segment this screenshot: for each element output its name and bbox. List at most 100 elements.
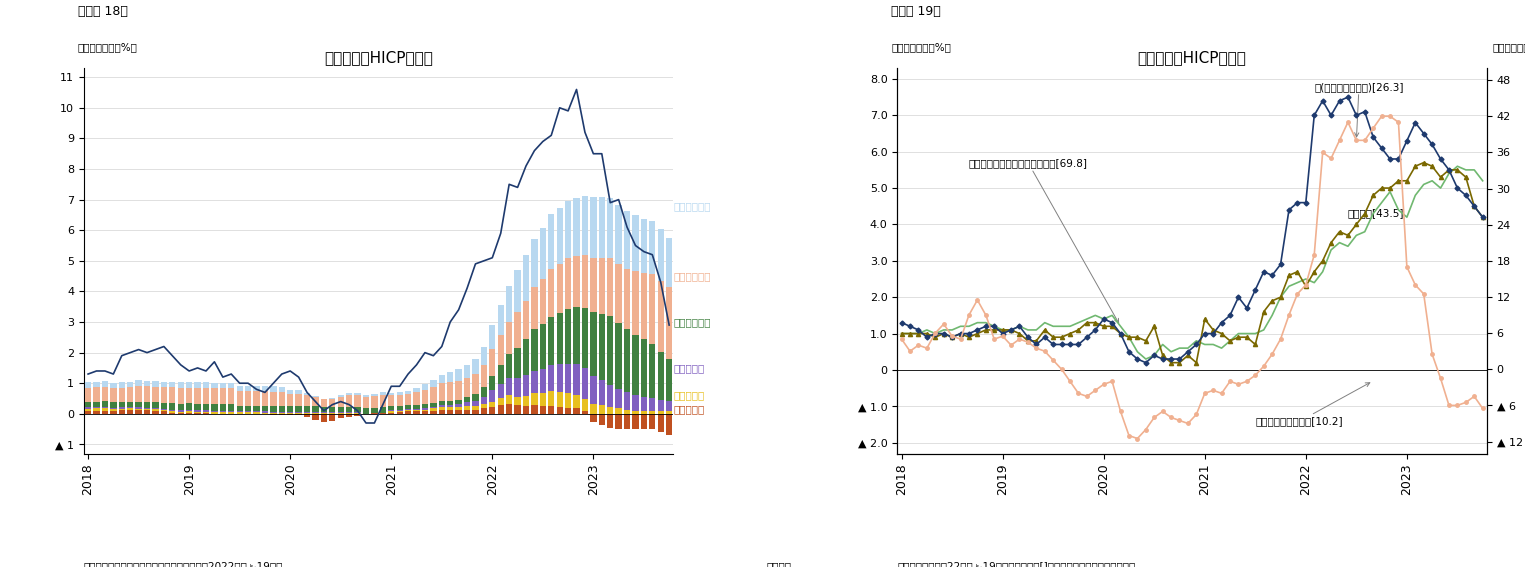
Bar [573,307,580,364]
Bar [152,408,159,409]
Bar [229,404,235,411]
Bar [329,413,336,414]
Bar [422,409,429,411]
Bar [236,412,242,414]
Bar [236,386,242,391]
Bar [346,407,352,412]
Bar [573,198,580,256]
Bar [464,403,470,407]
Bar [547,365,555,391]
Bar [220,383,226,388]
Bar [447,407,453,410]
Bar [464,397,470,403]
Bar [413,412,419,414]
Bar [540,393,546,405]
Bar [607,414,613,428]
Bar [406,410,412,412]
Bar [439,405,445,407]
Bar [497,365,503,384]
Bar [540,324,546,369]
Bar [616,205,622,264]
Bar [119,409,125,410]
Bar [506,286,512,321]
Bar [320,407,326,412]
Bar [270,406,276,412]
Bar [303,414,310,417]
Text: （前年同月比、%）: （前年同月比、%） [1493,43,1525,53]
Bar [246,386,252,391]
Bar [473,407,479,409]
Bar [85,402,92,408]
Bar [236,411,242,412]
Bar [380,413,386,414]
Bar [514,378,520,397]
Bar [531,405,538,414]
Bar [354,413,361,414]
Bar [303,393,310,395]
Bar [490,349,496,376]
Bar [296,390,302,393]
Bar [616,390,622,408]
Bar [624,211,630,269]
Bar [523,301,529,340]
Bar [396,412,403,414]
Bar [633,395,639,411]
Bar [287,412,293,413]
Bar [583,411,589,414]
Bar [650,274,656,344]
Bar [296,407,302,412]
Bar [547,317,555,365]
Bar [396,392,403,395]
Text: サービス[43.5]: サービス[43.5] [1348,209,1405,218]
Bar [480,348,486,365]
Bar [447,405,453,407]
Bar [523,340,529,375]
Text: （前年同月比、%）: （前年同月比、%） [892,43,952,53]
Bar [490,407,496,414]
Bar [136,380,142,386]
Bar [152,403,159,408]
Bar [514,348,520,378]
Bar [220,404,226,411]
Bar [337,395,343,397]
Bar [160,403,168,409]
Bar [127,407,133,408]
Bar [220,388,226,404]
Bar [136,410,142,414]
Bar [177,404,185,411]
Bar [270,386,276,392]
Bar [143,402,149,408]
Bar [270,412,276,413]
Bar [497,384,503,398]
Bar [583,196,589,255]
Bar [337,397,343,407]
Bar [363,408,369,414]
Bar [346,414,352,417]
Bar [387,407,395,411]
Bar [590,258,596,312]
Bar [464,409,470,414]
Bar [102,408,108,411]
Bar [279,412,285,413]
Bar [329,407,336,412]
Bar [624,329,630,392]
Bar [169,410,175,411]
Bar [640,340,647,397]
Bar [143,386,149,402]
Bar [430,387,436,403]
Text: エネルギーと飲食料を除く総合[69.8]: エネルギーと飲食料を除く総合[69.8] [968,158,1119,323]
Bar [599,414,605,425]
Bar [169,413,175,414]
Bar [177,412,185,413]
Bar [413,409,419,410]
Bar [93,382,99,387]
Bar [194,411,201,412]
Bar [203,388,209,404]
Bar [616,323,622,390]
Bar [514,270,520,312]
Bar [531,393,538,405]
Bar [287,393,293,407]
Bar [387,412,395,413]
Bar [430,407,436,408]
Bar [514,405,520,414]
